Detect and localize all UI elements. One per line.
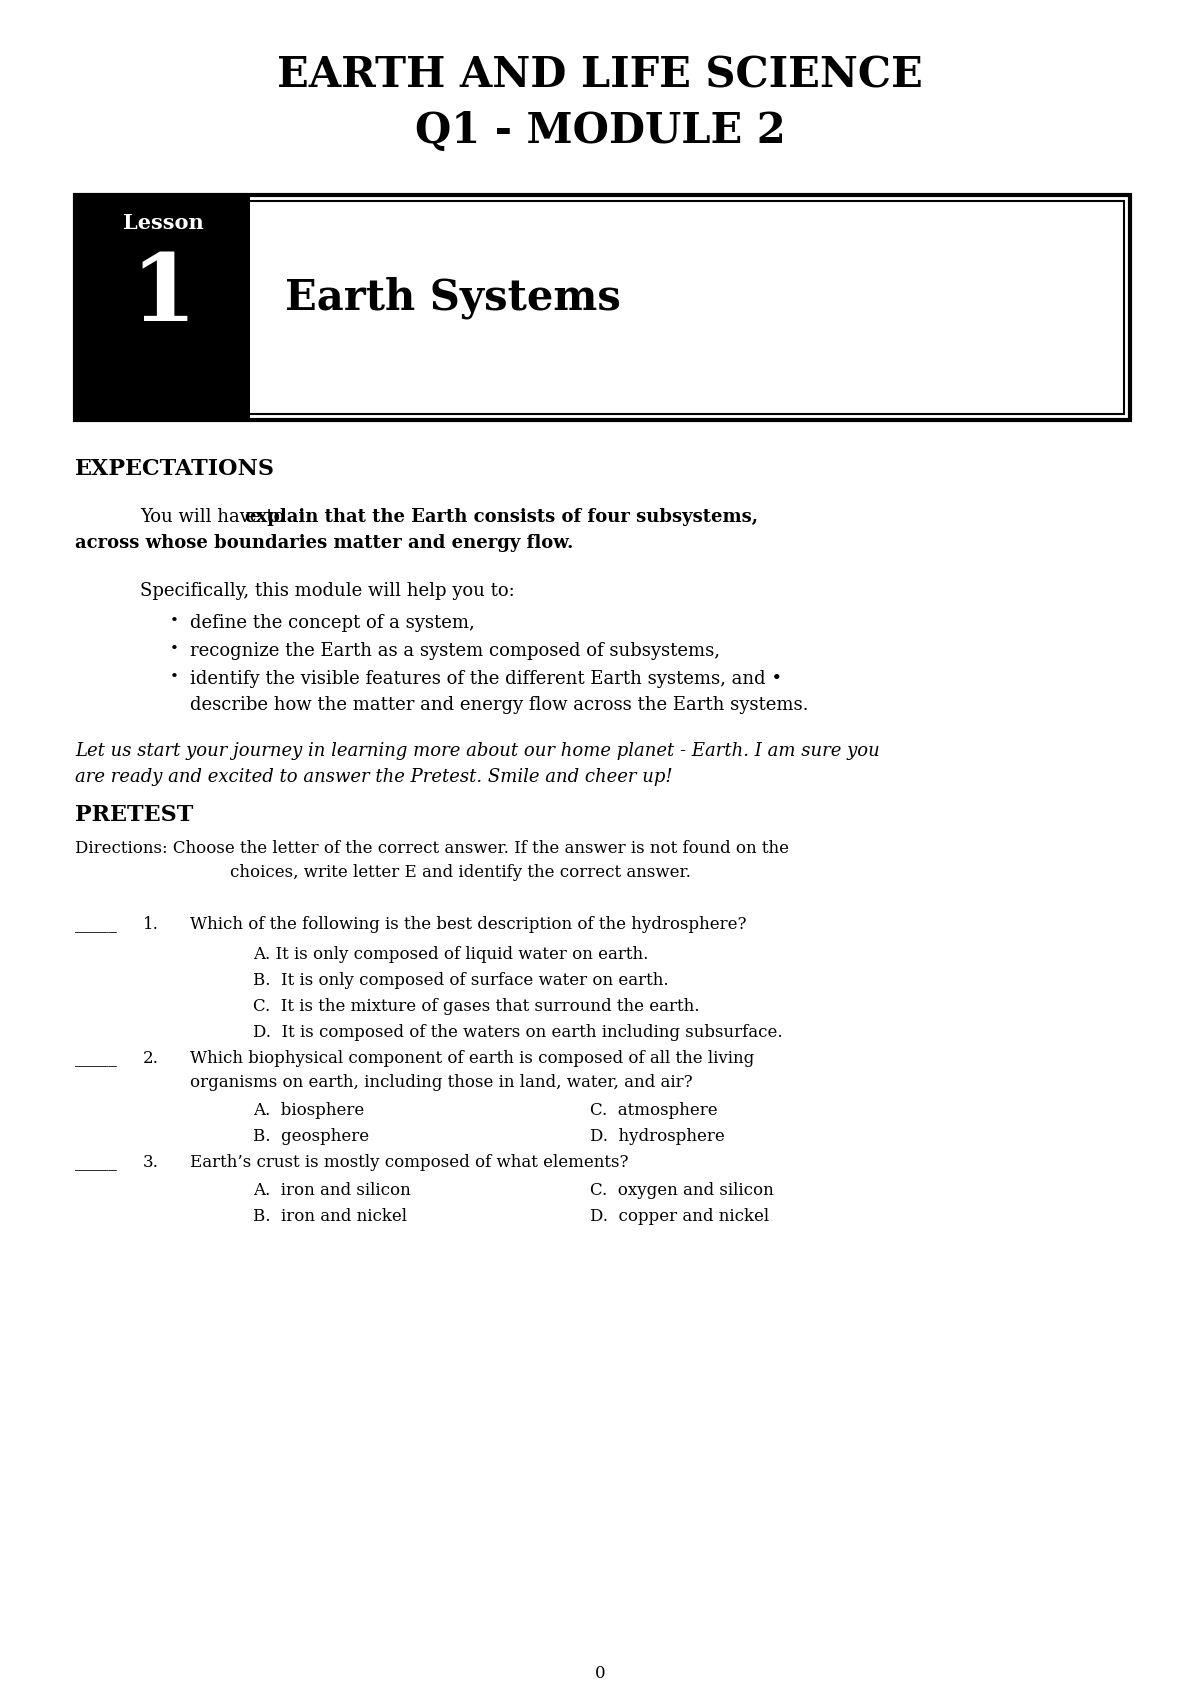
Text: B.  It is only composed of surface water on earth.: B. It is only composed of surface water … (253, 972, 668, 989)
Text: explain that the Earth consists of four subsystems,: explain that the Earth consists of four … (245, 507, 758, 526)
Text: PRETEST: PRETEST (74, 804, 193, 826)
Text: 1: 1 (130, 249, 196, 339)
Text: Specifically, this module will help you to:: Specifically, this module will help you … (140, 582, 515, 601)
Text: A. It is only composed of liquid water on earth.: A. It is only composed of liquid water o… (253, 945, 648, 962)
Bar (82, 200, 1124, 414)
Text: •: • (170, 670, 179, 684)
Text: A.  iron and silicon: A. iron and silicon (253, 1183, 410, 1200)
Text: B.  iron and nickel: B. iron and nickel (253, 1208, 407, 1225)
Text: Q1 - MODULE 2: Q1 - MODULE 2 (415, 110, 785, 153)
Text: organisms on earth, including those in land, water, and air?: organisms on earth, including those in l… (190, 1074, 692, 1091)
Text: Earth Systems: Earth Systems (286, 277, 620, 319)
Text: Which of the following is the best description of the hydrosphere?: Which of the following is the best descr… (190, 916, 746, 933)
Text: recognize the Earth as a system composed of subsystems,: recognize the Earth as a system composed… (190, 641, 720, 660)
Text: identify the visible features of the different Earth systems, and •: identify the visible features of the dif… (190, 670, 782, 687)
Text: 0: 0 (595, 1665, 605, 1682)
Text: define the concept of a system,: define the concept of a system, (190, 614, 475, 631)
Text: Lesson: Lesson (122, 214, 203, 232)
Text: Which biophysical component of earth is composed of all the living: Which biophysical component of earth is … (190, 1050, 755, 1067)
Text: _____: _____ (74, 1154, 116, 1171)
Text: A.  biosphere: A. biosphere (253, 1101, 365, 1118)
Text: D.  hydrosphere: D. hydrosphere (590, 1129, 725, 1145)
Text: 1.: 1. (143, 916, 158, 933)
Text: Earth’s crust is mostly composed of what elements?: Earth’s crust is mostly composed of what… (190, 1154, 629, 1171)
Text: _____: _____ (74, 916, 116, 933)
Text: •: • (170, 641, 179, 657)
Text: B.  geosphere: B. geosphere (253, 1129, 370, 1145)
Text: across whose boundaries matter and energy flow.: across whose boundaries matter and energ… (74, 535, 574, 552)
Text: C.  atmosphere: C. atmosphere (590, 1101, 718, 1118)
Text: You will have to: You will have to (140, 507, 290, 526)
Text: _____: _____ (74, 1050, 116, 1067)
Text: C.  oxygen and silicon: C. oxygen and silicon (590, 1183, 774, 1200)
Text: 2.: 2. (143, 1050, 158, 1067)
Bar (74, 195, 250, 419)
Text: 3.: 3. (143, 1154, 158, 1171)
Text: Directions: Choose the letter of the correct answer. If the answer is not found : Directions: Choose the letter of the cor… (74, 840, 790, 857)
Text: Let us start your journey in learning more about our home planet - Earth. I am s: Let us start your journey in learning mo… (74, 742, 880, 760)
Text: •: • (170, 614, 179, 628)
Text: D.  It is composed of the waters on earth including subsurface.: D. It is composed of the waters on earth… (253, 1023, 782, 1040)
Text: EXPECTATIONS: EXPECTATIONS (74, 458, 275, 480)
Text: are ready and excited to answer the Pretest. Smile and cheer up!: are ready and excited to answer the Pret… (74, 769, 673, 786)
Text: describe how the matter and energy flow across the Earth systems.: describe how the matter and energy flow … (190, 696, 809, 714)
Text: EARTH AND LIFE SCIENCE: EARTH AND LIFE SCIENCE (277, 54, 923, 97)
Bar (74, 195, 1130, 419)
Text: C.  It is the mixture of gases that surround the earth.: C. It is the mixture of gases that surro… (253, 998, 700, 1015)
Text: D.  copper and nickel: D. copper and nickel (590, 1208, 769, 1225)
Text: choices, write letter E and identify the correct answer.: choices, write letter E and identify the… (230, 864, 691, 881)
